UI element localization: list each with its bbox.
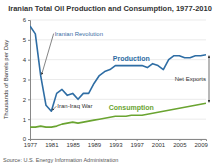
grid [30,20,206,139]
net-exports-bracket [209,56,210,103]
y-tick: 0 [23,136,30,142]
x-tick: 2009 [194,139,208,148]
annotation: Iranian Revolution [55,31,103,37]
texts: Production Consumption Iranian Revolution I… [42,31,209,113]
y-tick-mark [28,99,30,100]
x-tick: 1997 [130,139,144,148]
annotation-arrow [42,34,54,75]
x-tick-mark [201,139,202,141]
x-tick-mark [51,139,52,141]
y-tick-label: 0 [23,136,27,142]
y-tick: 6 [23,17,30,23]
y-tick-mark [28,40,30,41]
x-tick-mark [115,139,116,141]
x-tick: 1985 [66,139,80,148]
grid-line [30,99,206,100]
x-tick-mark [73,139,74,141]
y-tick-mark [28,119,30,120]
y-axis-line [28,21,31,140]
title: Iranian Total Oil Production and Consump… [8,4,212,13]
x-tick-label: 1985 [66,142,80,148]
x-tick-label: 1981 [45,142,59,148]
x-tick-mark [158,139,159,141]
annotation-arrow [52,106,56,110]
y-tick: 2 [23,97,30,103]
x-tick: 1981 [45,139,59,148]
bracket-line [209,79,210,102]
y-tick-mark [28,80,30,81]
x-tick-label: 1989 [88,142,102,148]
y-tick-mark [28,139,30,140]
grid-line [30,39,206,40]
x-tick-mark [179,139,180,141]
x-tick-label: 1977 [24,142,38,148]
y-tick-label: 5 [23,37,27,43]
x-axis-line [31,140,207,142]
y-tick: 5 [23,37,30,43]
x-tick: 2005 [173,139,187,148]
source: Source: U.S. Energy Information Administ… [3,157,118,163]
grid-line [30,119,206,120]
y-tick-label: 6 [23,17,27,23]
y-axis: 0 1 2 3 4 5 6 [23,17,31,142]
y-axis-title: Thousands of Barrels per Day [3,40,9,120]
y-tick: 1 [23,117,30,123]
plot-lines [30,26,206,127]
x-tick-label: 2001 [152,142,166,148]
y-tick: 3 [23,77,30,83]
grid-line [30,20,206,21]
x-tick-label: 2005 [173,142,187,148]
y-tick-label: 1 [23,117,27,123]
bracket-line [209,56,210,79]
y-tick-mark [28,20,30,21]
x-tick-label: 2009 [194,142,208,148]
series-label: Consumption [109,104,154,112]
series-line [30,26,206,111]
chart: 1977 1981 1985 1989 1993 1997 2001 2005 2009 0 1 2 3… [0,0,220,165]
x-axis: 1977 1981 1985 1989 1993 1997 2001 2005 2009 [24,139,209,148]
y-tick-label: 2 [23,97,27,103]
x-tick-label: 1997 [130,142,144,148]
series-label: Production [113,55,150,62]
x-tick-mark [94,139,95,141]
y-tick: 4 [23,57,30,63]
x-tick: 1993 [109,139,123,148]
y-tick-label: 4 [23,57,27,63]
x-tick: 1989 [88,139,102,148]
y-tick-mark [28,60,30,61]
x-tick-mark [137,139,138,141]
x-tick: 2001 [152,139,166,148]
series-line [30,103,206,127]
x-tick-label: 1993 [109,142,123,148]
annotation: Iran-Iraq War [57,103,92,109]
y-tick-label: 3 [23,77,27,83]
annotation: Net Exports [175,76,206,82]
